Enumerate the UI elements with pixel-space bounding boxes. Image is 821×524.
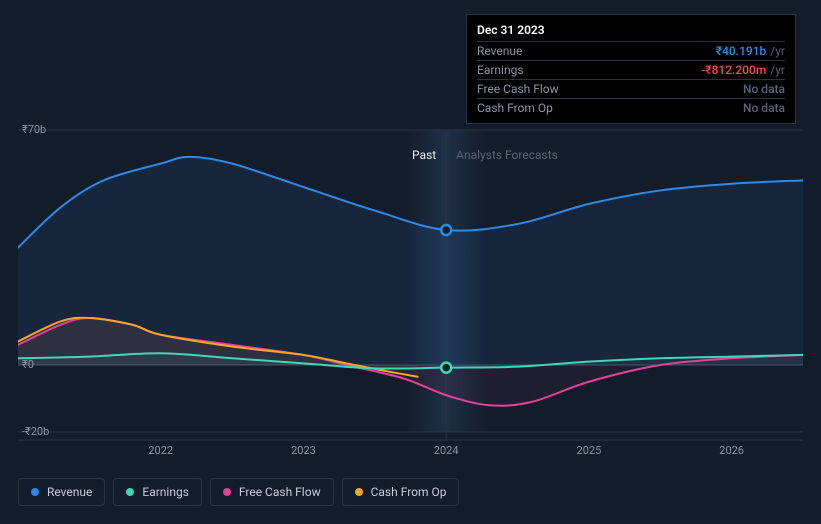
tooltip-row: Earnings -₹812.200m/yr	[477, 61, 785, 80]
section-label-past: Past	[412, 148, 446, 162]
x-tick-label: 2025	[577, 444, 602, 457]
legend-label: Free Cash Flow	[239, 485, 321, 499]
legend-dot-icon	[223, 488, 231, 496]
legend-label: Earnings	[142, 485, 189, 499]
tooltip-row: Revenue ₹40.191b/yr	[477, 42, 785, 61]
x-tick-label: 2024	[434, 444, 459, 457]
tooltip-row-label: Revenue	[477, 44, 522, 58]
tooltip-row-label: Earnings	[477, 63, 524, 77]
tooltip-row-value: No data	[743, 101, 785, 115]
legend-item-earnings[interactable]: Earnings	[113, 478, 202, 506]
chart-container: Past Analysts Forecasts ₹70b ₹0 -₹20b 2022…	[18, 10, 803, 506]
legend: Revenue Earnings Free Cash Flow Cash From O…	[18, 478, 459, 506]
tooltip-row-value: No data	[743, 82, 785, 96]
legend-item-cfo[interactable]: Cash From Op	[342, 478, 460, 506]
legend-item-revenue[interactable]: Revenue	[18, 478, 105, 506]
legend-dot-icon	[355, 488, 363, 496]
legend-dot-icon	[31, 488, 39, 496]
tooltip: Dec 31 2023 Revenue ₹40.191b/yrEarnings …	[466, 14, 796, 124]
legend-item-fcf[interactable]: Free Cash Flow	[210, 478, 334, 506]
tooltip-date: Dec 31 2023	[477, 21, 785, 42]
tooltip-row-label: Free Cash Flow	[477, 82, 559, 96]
x-tick-label: 2023	[291, 444, 316, 457]
tooltip-row: Cash From Op No data	[477, 99, 785, 117]
y-tick-label: -₹20b	[22, 425, 49, 438]
tooltip-row: Free Cash Flow No data	[477, 80, 785, 99]
tooltip-row-value: ₹40.191b/yr	[716, 44, 785, 58]
x-tick-label: 2026	[719, 444, 744, 457]
legend-dot-icon	[126, 488, 134, 496]
legend-label: Revenue	[47, 485, 92, 499]
legend-label: Cash From Op	[371, 485, 447, 499]
y-tick-label: ₹70b	[22, 123, 46, 136]
y-tick-label: ₹0	[22, 358, 34, 371]
section-label-forecast: Analysts Forecasts	[446, 148, 558, 162]
tooltip-row-value: -₹812.200m/yr	[701, 63, 785, 77]
x-tick-label: 2022	[148, 444, 173, 457]
tooltip-row-label: Cash From Op	[477, 101, 553, 115]
